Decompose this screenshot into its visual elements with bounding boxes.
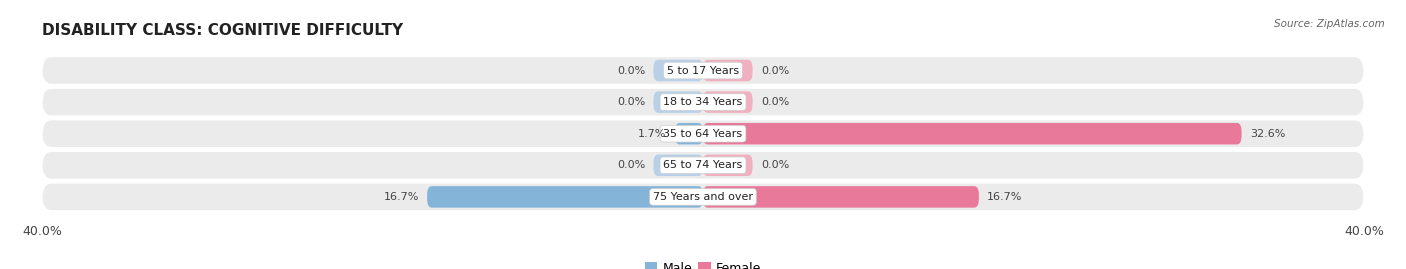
FancyBboxPatch shape xyxy=(703,91,752,113)
Text: 16.7%: 16.7% xyxy=(384,192,419,202)
FancyBboxPatch shape xyxy=(42,57,1364,84)
FancyBboxPatch shape xyxy=(654,60,703,81)
Text: 0.0%: 0.0% xyxy=(617,66,645,76)
Text: Source: ZipAtlas.com: Source: ZipAtlas.com xyxy=(1274,19,1385,29)
FancyBboxPatch shape xyxy=(42,152,1364,179)
Text: DISABILITY CLASS: COGNITIVE DIFFICULTY: DISABILITY CLASS: COGNITIVE DIFFICULTY xyxy=(42,23,404,38)
FancyBboxPatch shape xyxy=(427,186,703,208)
Text: 65 to 74 Years: 65 to 74 Years xyxy=(664,160,742,170)
Text: 35 to 64 Years: 35 to 64 Years xyxy=(664,129,742,139)
Text: 0.0%: 0.0% xyxy=(761,66,789,76)
Text: 16.7%: 16.7% xyxy=(987,192,1022,202)
Text: 5 to 17 Years: 5 to 17 Years xyxy=(666,66,740,76)
FancyBboxPatch shape xyxy=(703,60,752,81)
FancyBboxPatch shape xyxy=(675,123,703,144)
Text: 0.0%: 0.0% xyxy=(761,97,789,107)
FancyBboxPatch shape xyxy=(42,121,1364,147)
FancyBboxPatch shape xyxy=(703,123,1241,144)
Text: 18 to 34 Years: 18 to 34 Years xyxy=(664,97,742,107)
FancyBboxPatch shape xyxy=(703,186,979,208)
Text: 0.0%: 0.0% xyxy=(761,160,789,170)
Text: 1.7%: 1.7% xyxy=(638,129,666,139)
FancyBboxPatch shape xyxy=(703,155,752,176)
FancyBboxPatch shape xyxy=(654,91,703,113)
FancyBboxPatch shape xyxy=(42,89,1364,115)
Legend: Male, Female: Male, Female xyxy=(640,257,766,269)
Text: 75 Years and over: 75 Years and over xyxy=(652,192,754,202)
Text: 0.0%: 0.0% xyxy=(617,160,645,170)
FancyBboxPatch shape xyxy=(654,155,703,176)
FancyBboxPatch shape xyxy=(42,184,1364,210)
Text: 0.0%: 0.0% xyxy=(617,97,645,107)
Text: 32.6%: 32.6% xyxy=(1250,129,1285,139)
